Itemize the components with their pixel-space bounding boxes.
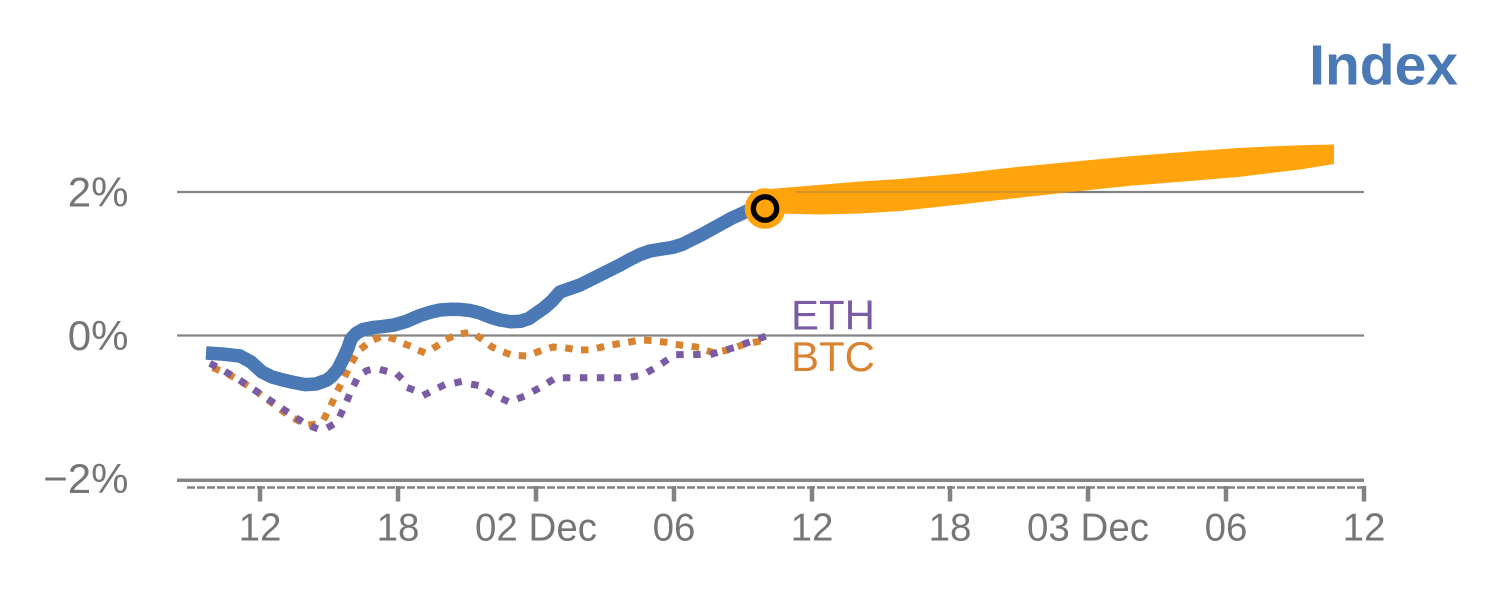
svg-text:18: 18: [929, 507, 972, 550]
svg-text:0%: 0%: [68, 312, 129, 359]
svg-text:ETH: ETH: [791, 292, 875, 339]
svg-text:12: 12: [1343, 507, 1386, 550]
svg-text:06: 06: [1205, 507, 1248, 550]
svg-text:03 Dec: 03 Dec: [1027, 507, 1149, 550]
svg-text:18: 18: [377, 507, 420, 550]
svg-text:12: 12: [791, 507, 834, 550]
svg-text:06: 06: [653, 507, 696, 550]
svg-text:12: 12: [239, 507, 282, 550]
svg-text:−2%: −2%: [43, 455, 128, 502]
svg-text:2%: 2%: [68, 168, 129, 215]
svg-text:Index: Index: [1309, 34, 1458, 98]
svg-text:BTC: BTC: [791, 333, 875, 380]
svg-text:02 Dec: 02 Dec: [475, 507, 597, 550]
